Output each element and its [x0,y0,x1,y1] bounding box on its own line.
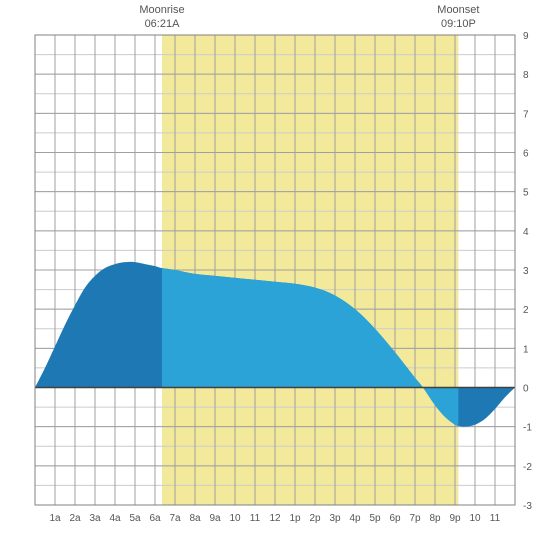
x-tick-label: 2p [309,513,321,524]
y-tick-label: 0 [523,384,529,395]
x-tick-label: 1p [289,513,301,524]
y-tick-label: 7 [523,109,529,120]
x-tick-label: 9a [209,513,221,524]
chart-canvas: 1a2a3a4a5a6a7a8a9a1011121p2p3p4p5p6p7p8p… [0,0,550,550]
x-tick-label: 7a [169,513,181,524]
y-tick-label: 6 [523,149,529,160]
moonset-label: Moonset [418,4,498,17]
x-tick-label: 8a [189,513,201,524]
y-tick-label: 2 [523,305,529,316]
moonset-time-label: 09:10P [418,18,498,31]
x-tick-label: 1a [49,513,61,524]
x-tick-label: 6p [389,513,401,524]
tide-moon-chart: { "chart": { "type": "area", "width_px":… [0,0,550,550]
moonrise-label: Moonrise [122,4,202,17]
y-tick-label: 1 [523,344,529,355]
x-tick-label: 8p [429,513,441,524]
y-tick-label: -2 [523,462,532,473]
x-tick-label: 3a [89,513,101,524]
y-tick-label: -3 [523,501,532,512]
x-tick-label: 12 [269,513,281,524]
x-tick-label: 5a [129,513,141,524]
x-tick-label: 6a [149,513,161,524]
x-tick-label: 11 [490,513,501,524]
moonrise-time-label: 06:21A [122,18,202,31]
y-tick-label: -1 [523,423,532,434]
y-tick-label: 5 [523,188,529,199]
x-tick-label: 5p [369,513,381,524]
x-tick-label: 10 [469,513,481,524]
x-tick-label: 4a [109,513,121,524]
x-tick-label: 9p [449,513,461,524]
y-tick-label: 3 [523,266,529,277]
x-tick-label: 3p [329,513,341,524]
y-tick-label: 8 [523,70,529,81]
x-tick-label: 2a [69,513,81,524]
x-tick-label: 11 [250,513,261,524]
x-tick-label: 10 [229,513,241,524]
y-tick-label: 4 [523,227,529,238]
x-tick-label: 4p [349,513,361,524]
x-tick-label: 7p [409,513,421,524]
y-tick-label: 9 [523,31,529,42]
